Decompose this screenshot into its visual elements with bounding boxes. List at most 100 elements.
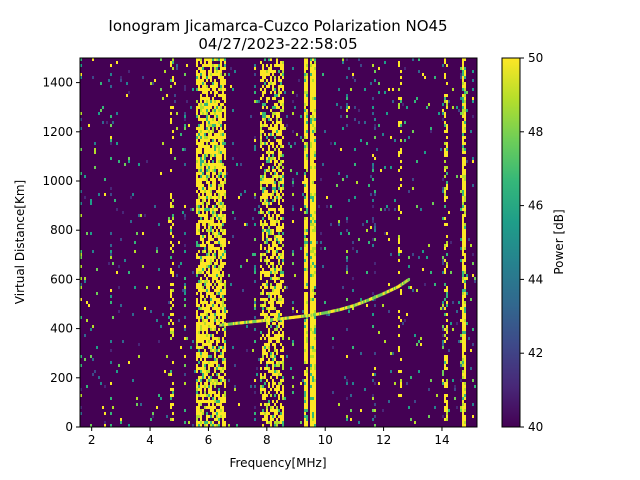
heatmap-cell — [464, 346, 466, 349]
heatmap-cell — [306, 343, 308, 346]
heatmap-cell — [444, 364, 446, 367]
heatmap-cell — [214, 154, 216, 157]
heatmap-cell — [262, 64, 264, 67]
heatmap-cell — [464, 292, 466, 295]
heatmap-cell — [276, 352, 278, 355]
heatmap-cell — [312, 286, 314, 289]
heatmap-cell — [336, 103, 338, 106]
heatmap-cell — [206, 91, 208, 94]
heatmap-cell — [214, 73, 216, 76]
heatmap-cell — [464, 205, 466, 208]
heatmap-cell — [442, 346, 444, 349]
heatmap-cell — [200, 58, 202, 61]
heatmap-cell — [216, 91, 218, 94]
heatmap-cell — [314, 271, 316, 274]
heatmap-cell — [206, 412, 208, 415]
heatmap-cell — [270, 313, 272, 316]
heatmap-cell — [202, 286, 204, 289]
heatmap-cell — [462, 184, 464, 187]
heatmap-cell — [282, 394, 284, 397]
heatmap-cell — [388, 238, 390, 241]
heatmap-cell — [304, 211, 306, 214]
heatmap-cell — [464, 403, 466, 406]
heatmap-cell — [196, 364, 198, 367]
heatmap-cell — [444, 61, 446, 64]
heatmap-cell — [310, 154, 312, 157]
heatmap-cell — [306, 118, 308, 121]
trace-point — [346, 306, 349, 310]
heatmap-cell — [462, 205, 464, 208]
heatmap-cell — [262, 235, 264, 238]
heatmap-cell — [186, 100, 188, 103]
heatmap-cell — [444, 358, 446, 361]
heatmap-cell — [310, 280, 312, 283]
heatmap-cell — [198, 325, 200, 328]
heatmap-cell — [434, 283, 436, 286]
heatmap-cell — [268, 349, 270, 352]
heatmap-cell — [310, 148, 312, 151]
heatmap-cell — [200, 106, 202, 109]
trace-point — [242, 321, 245, 325]
heatmap-cell — [218, 403, 220, 406]
heatmap-cell — [314, 73, 316, 76]
heatmap-cell — [266, 136, 268, 139]
heatmap-cell — [214, 361, 216, 364]
heatmap-cell — [204, 109, 206, 112]
heatmap-cell — [160, 88, 162, 91]
heatmap-cell — [312, 277, 314, 280]
heatmap-cell — [222, 187, 224, 190]
heatmap-cell — [266, 394, 268, 397]
heatmap-cell — [218, 106, 220, 109]
heatmap-cell — [424, 151, 426, 154]
heatmap-cell — [464, 127, 466, 130]
heatmap-cell — [274, 271, 276, 274]
heatmap-cell — [198, 322, 200, 325]
heatmap-cell — [314, 343, 316, 346]
trace-point — [317, 312, 320, 316]
heatmap-cell — [462, 352, 464, 355]
heatmap-cell — [464, 307, 466, 310]
heatmap-cell — [208, 118, 210, 121]
heatmap-cell — [200, 124, 202, 127]
heatmap-cell — [328, 313, 330, 316]
heatmap-cell — [222, 301, 224, 304]
trace-point — [285, 316, 288, 320]
heatmap-cell — [276, 217, 278, 220]
heatmap-cell — [274, 208, 276, 211]
heatmap-cell — [210, 328, 212, 331]
heatmap-cell — [214, 58, 216, 61]
heatmap-cell — [472, 115, 474, 118]
heatmap-cell — [288, 337, 290, 340]
heatmap-cell — [232, 88, 234, 91]
heatmap-cell — [460, 409, 462, 412]
heatmap-cell — [304, 124, 306, 127]
heatmap-cell — [216, 175, 218, 178]
heatmap-cell — [312, 310, 314, 313]
heatmap-cell — [304, 292, 306, 295]
heatmap-cell — [224, 262, 226, 265]
heatmap-cell — [444, 223, 446, 226]
trace-point — [240, 321, 243, 325]
heatmap-cell — [196, 331, 198, 334]
heatmap-cell — [442, 109, 444, 112]
heatmap-cell — [446, 151, 448, 154]
heatmap-cell — [442, 118, 444, 121]
heatmap-cell — [310, 94, 312, 97]
heatmap-cell — [372, 394, 374, 397]
heatmap-cell — [222, 142, 224, 145]
heatmap-cell — [206, 88, 208, 91]
heatmap-cell — [198, 151, 200, 154]
heatmap-cell — [444, 151, 446, 154]
heatmap-cell — [196, 199, 198, 202]
heatmap-cell — [276, 289, 278, 292]
heatmap-cell — [304, 70, 306, 73]
heatmap-cell — [300, 247, 302, 250]
heatmap-cell — [354, 196, 356, 199]
heatmap-cell — [162, 121, 164, 124]
heatmap-cell — [398, 394, 400, 397]
heatmap-cell — [276, 172, 278, 175]
heatmap-cell — [202, 208, 204, 211]
heatmap-cell — [416, 205, 418, 208]
heatmap-cell — [204, 76, 206, 79]
trace-point — [334, 309, 337, 313]
